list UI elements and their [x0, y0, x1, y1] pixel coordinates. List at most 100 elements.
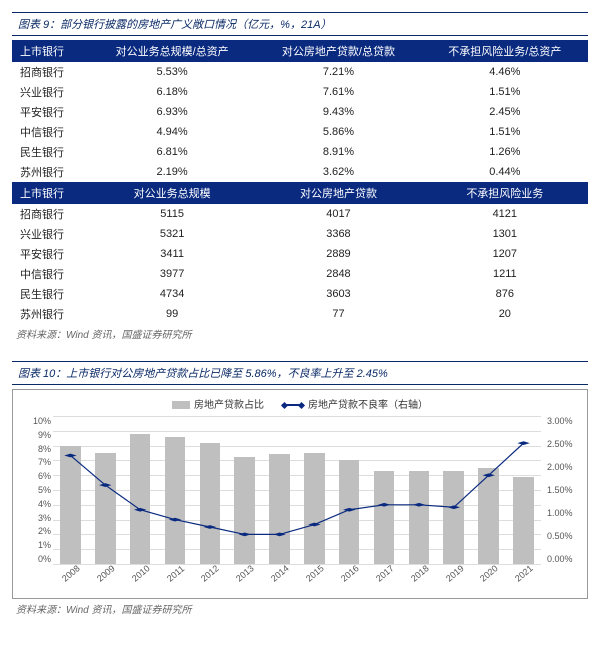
cell: 4017: [255, 204, 421, 224]
y-left-tick: 10%: [15, 416, 51, 426]
figure-9-table: 上市银行 对公业务总规模/总资产 对公房地产贷款/总贷款 不承担风险业务/总资产…: [12, 40, 588, 324]
cell-bank: 民生银行: [12, 142, 89, 162]
cell-bank: 招商银行: [12, 62, 89, 82]
x-tick: 2014: [269, 563, 297, 591]
x-tick: 2009: [95, 563, 123, 591]
y-right-tick: 3.00%: [547, 416, 583, 426]
cell: 6.93%: [89, 102, 255, 122]
cell: 0.44%: [422, 162, 588, 182]
y-axis-left: 10%9%8%7%6%5%4%3%2%1%0%: [15, 416, 51, 564]
cell: 2889: [255, 244, 421, 264]
x-tick: 2008: [60, 563, 88, 591]
legend-line: 房地产贷款不良率（右轴）: [282, 396, 428, 411]
cell: 4.46%: [422, 62, 588, 82]
cell-bank: 平安银行: [12, 244, 89, 264]
cell: 6.18%: [89, 82, 255, 102]
y-right-tick: 1.00%: [547, 508, 583, 518]
figure-9: 图表 9：部分银行披露的房地产广义敞口情况（亿元，%，21A） 上市银行 对公业…: [12, 12, 588, 343]
x-tick: 2012: [199, 563, 227, 591]
cell: 5115: [89, 204, 255, 224]
cell: 2.45%: [422, 102, 588, 122]
cell: 99: [89, 304, 255, 324]
th: 不承担风险业务/总资产: [422, 40, 588, 62]
y-left-tick: 2%: [15, 526, 51, 536]
line-marker: [483, 473, 495, 477]
legend-bar: 房地产贷款占比: [172, 396, 264, 411]
y-right-tick: 2.50%: [547, 439, 583, 449]
x-tick: 2013: [234, 563, 262, 591]
cell: 1211: [422, 264, 588, 284]
line-marker: [378, 503, 390, 507]
table-row: 平安银行341128891207: [12, 244, 588, 264]
table-row: 中信银行4.94%5.86%1.51%: [12, 122, 588, 142]
plot-area: [53, 416, 541, 564]
figure-10-chart: 房地产贷款占比 房地产贷款不良率（右轴） 10% 9% 8% 7% 6% 5% 4% 3% 2%…: [12, 389, 588, 599]
x-tick: 2017: [374, 563, 402, 591]
table-body-1: 招商银行5.53%7.21%4.46%兴业银行6.18%7.61%1.51%平安…: [12, 62, 588, 182]
cell: 4.94%: [89, 122, 255, 142]
line-path: [70, 443, 523, 534]
y-right-tick: 2.00%: [547, 462, 583, 472]
cell: 2.19%: [89, 162, 255, 182]
y-left-tick: 4%: [15, 499, 51, 509]
line-marker: [64, 454, 76, 458]
x-tick: 2018: [409, 563, 437, 591]
table-row: 苏州银行2.19%3.62%0.44%: [12, 162, 588, 182]
y-left-tick: 5%: [15, 485, 51, 495]
y-left-tick: 8%: [15, 444, 51, 454]
cell: 4121: [422, 204, 588, 224]
cell: 6.81%: [89, 142, 255, 162]
cell: 77: [255, 304, 421, 324]
cell: 9.43%: [255, 102, 421, 122]
table-row: 招商银行511540174121: [12, 204, 588, 224]
cell: 2848: [255, 264, 421, 284]
y-right-tick: 0.00%: [547, 554, 583, 564]
table-row: 民生银行47343603876: [12, 284, 588, 304]
table-row: 兴业银行532133681301: [12, 224, 588, 244]
y-left-tick: 7%: [15, 457, 51, 467]
cell: 8.91%: [255, 142, 421, 162]
th: 不承担风险业务: [422, 182, 588, 204]
table-row: 兴业银行6.18%7.61%1.51%: [12, 82, 588, 102]
cell-bank: 苏州银行: [12, 162, 89, 182]
cell: 3.62%: [255, 162, 421, 182]
figure-9-caption: 图表 9：部分银行披露的房地产广义敞口情况（亿元，%，21A）: [12, 12, 588, 36]
th: 对公业务总规模: [89, 182, 255, 204]
cell: 1301: [422, 224, 588, 244]
th: 上市银行: [12, 182, 89, 204]
y-left-tick: 9%: [15, 430, 51, 440]
x-tick: 2010: [130, 563, 158, 591]
cell: 876: [422, 284, 588, 304]
y-left-tick: 6%: [15, 471, 51, 481]
table-header-1: 上市银行 对公业务总规模/总资产 对公房地产贷款/总贷款 不承担风险业务/总资产: [12, 40, 588, 62]
line-series: [53, 416, 541, 564]
table-row: 招商银行5.53%7.21%4.46%: [12, 62, 588, 82]
cell: 4734: [89, 284, 255, 304]
cell-bank: 招商银行: [12, 204, 89, 224]
figure-10-source: 资料来源：Wind 资讯，国盛证券研究所: [12, 599, 588, 618]
cell-bank: 兴业银行: [12, 224, 89, 244]
cell-bank: 平安银行: [12, 102, 89, 122]
gridline: [53, 564, 541, 565]
cell: 3368: [255, 224, 421, 244]
cell: 7.21%: [255, 62, 421, 82]
th: 对公房地产贷款: [255, 182, 421, 204]
y-left-tick: 3%: [15, 513, 51, 523]
cell: 3603: [255, 284, 421, 304]
line-marker: [448, 505, 460, 509]
cell: 1.51%: [422, 122, 588, 142]
th: 对公业务总规模/总资产: [89, 40, 255, 62]
chart-legend: 房地产贷款占比 房地产贷款不良率（右轴）: [172, 396, 428, 411]
cell: 5.86%: [255, 122, 421, 142]
y-right-tick: 0.50%: [547, 531, 583, 541]
table-row: 民生银行6.81%8.91%1.26%: [12, 142, 588, 162]
cell: 3411: [89, 244, 255, 264]
y-right-tick: 1.50%: [547, 485, 583, 495]
line-marker: [99, 483, 111, 487]
cell-bank: 兴业银行: [12, 82, 89, 102]
x-tick: 2019: [444, 563, 472, 591]
cell: 5.53%: [89, 62, 255, 82]
y-axis-right: 3.00% 2.50% 2.00% 1.50% 1.00% 0.50% 0.00%: [547, 416, 583, 564]
line-marker: [517, 441, 529, 445]
cell: 1.51%: [422, 82, 588, 102]
